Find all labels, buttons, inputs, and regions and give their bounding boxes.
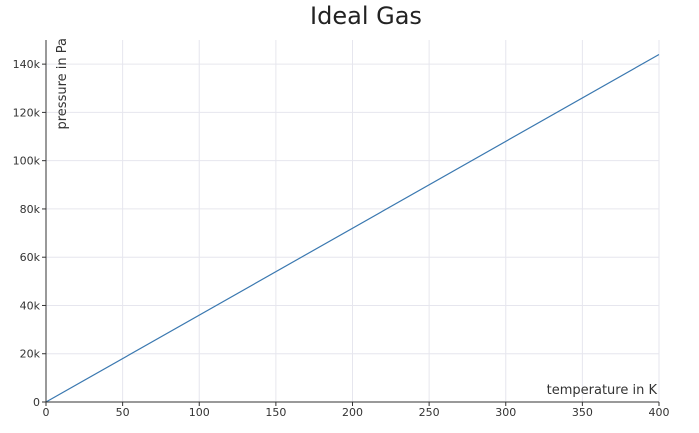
- y-tick-label: 40k: [20, 299, 41, 312]
- x-tick-label: 350: [572, 406, 593, 419]
- y-tick-label: 120k: [13, 106, 41, 119]
- x-axis-label: temperature in K: [547, 383, 658, 398]
- y-axis-label: pressure in Pa: [55, 38, 70, 130]
- x-axis-ticks: 0 50 100 150 200 250 300 350 400: [43, 402, 670, 419]
- x-tick-label: 150: [265, 406, 286, 419]
- y-tick-label: 60k: [20, 251, 41, 264]
- chart-title: Ideal Gas: [310, 2, 422, 30]
- x-tick-label: 50: [116, 406, 130, 419]
- y-axis-ticks: 0 20k 40k 60k 80k 100k 120k 140k: [13, 58, 46, 409]
- y-tick-label: 140k: [13, 58, 41, 71]
- y-tick-label: 80k: [20, 203, 41, 216]
- x-tick-label: 250: [419, 406, 440, 419]
- x-tick-label: 0: [43, 406, 50, 419]
- x-tick-label: 200: [342, 406, 363, 419]
- y-tick-label: 20k: [20, 348, 41, 361]
- series-line: [45, 53, 660, 403]
- data-series: [45, 53, 660, 403]
- x-tick-label: 400: [649, 406, 670, 419]
- grid: [46, 40, 660, 402]
- x-tick-label: 300: [495, 406, 516, 419]
- y-tick-label: 0: [33, 396, 40, 409]
- y-tick-label: 100k: [13, 155, 41, 168]
- x-tick-label: 100: [189, 406, 210, 419]
